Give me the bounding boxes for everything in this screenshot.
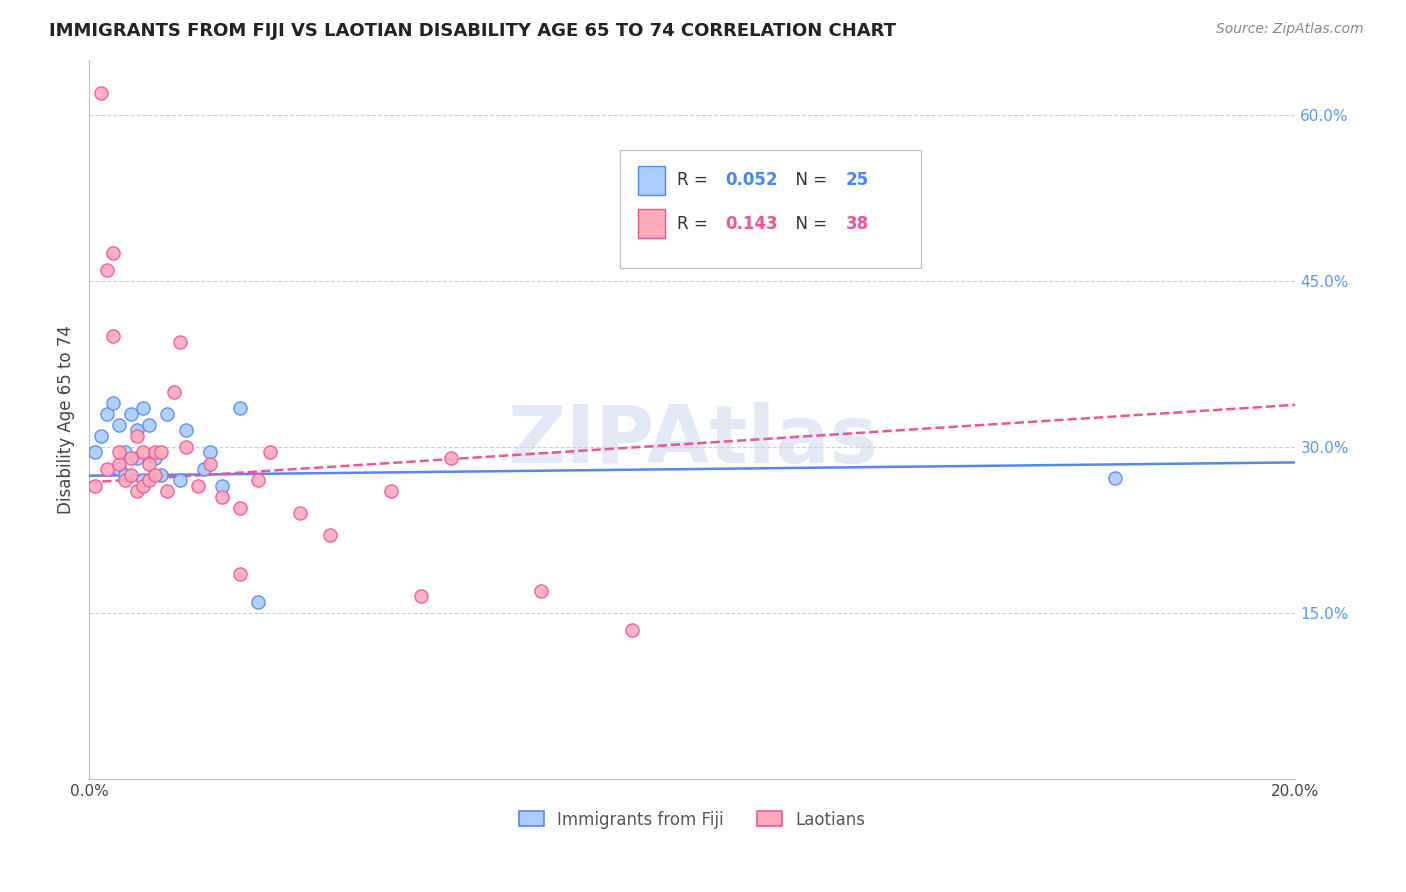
Point (440, 450, 463, 465)
Text: 0.052: 0.052 (725, 171, 778, 189)
Point (114, 473, 136, 487)
Text: 0.143: 0.143 (725, 215, 778, 233)
Point (409, 590, 432, 604)
Text: ZIPAtlas: ZIPAtlas (508, 401, 877, 480)
Point (246, 473, 269, 487)
Text: Source: ZipAtlas.com: Source: ZipAtlas.com (1216, 22, 1364, 37)
Point (108, 462, 131, 476)
Point (259, 445, 281, 459)
Point (169, 473, 191, 487)
Point (114, 445, 136, 459)
Text: R =: R = (676, 215, 713, 233)
Point (132, 478, 155, 492)
Point (132, 445, 155, 459)
Point (127, 423, 149, 437)
Point (84, 478, 107, 492)
Point (169, 334, 191, 349)
Point (198, 457, 221, 471)
Point (150, 445, 173, 459)
Point (211, 478, 233, 492)
Point (90, 86, 112, 100)
Point (120, 450, 142, 465)
Text: R =: R = (676, 171, 713, 189)
Point (96, 407, 118, 421)
Point (132, 473, 155, 487)
Point (150, 467, 173, 482)
Point (114, 467, 136, 482)
Point (174, 440, 197, 454)
Point (132, 401, 155, 416)
Point (1104, 471, 1126, 485)
Point (530, 583, 553, 598)
Legend: Immigrants from Fiji, Laotians: Immigrants from Fiji, Laotians (512, 804, 872, 835)
Point (174, 423, 197, 437)
Point (145, 450, 167, 465)
Point (127, 429, 149, 443)
Point (103, 329, 125, 343)
Point (145, 467, 167, 482)
Point (138, 473, 160, 487)
Text: N =: N = (785, 215, 832, 233)
Point (229, 567, 252, 582)
Point (145, 445, 167, 459)
Text: IMMIGRANTS FROM FIJI VS LAOTIAN DISABILITY AGE 65 TO 74 CORRELATION CHART: IMMIGRANTS FROM FIJI VS LAOTIAN DISABILI… (49, 22, 896, 40)
Point (84, 445, 107, 459)
Point (246, 595, 269, 609)
Point (138, 417, 160, 432)
Point (90, 429, 112, 443)
Point (380, 484, 402, 499)
Y-axis label: Disability Age 65 to 74: Disability Age 65 to 74 (58, 325, 75, 514)
Point (108, 445, 131, 459)
Point (319, 528, 342, 542)
Text: 38: 38 (845, 215, 869, 233)
FancyBboxPatch shape (620, 150, 921, 268)
Point (156, 407, 179, 421)
Point (96, 263, 118, 277)
Point (103, 395, 125, 409)
FancyBboxPatch shape (638, 210, 665, 238)
Point (108, 417, 131, 432)
Point (198, 445, 221, 459)
FancyBboxPatch shape (638, 166, 665, 194)
Point (127, 450, 149, 465)
Point (620, 623, 643, 637)
Point (108, 457, 131, 471)
Point (96, 462, 118, 476)
Point (120, 467, 142, 482)
Point (120, 407, 142, 421)
Point (162, 384, 184, 399)
Point (127, 484, 149, 499)
Point (229, 401, 252, 416)
Point (187, 478, 209, 492)
Point (156, 484, 179, 499)
Point (193, 462, 215, 476)
Point (229, 500, 252, 515)
Point (103, 246, 125, 260)
Point (138, 457, 160, 471)
Text: N =: N = (785, 171, 832, 189)
Point (290, 506, 312, 520)
Point (211, 490, 233, 504)
Text: 25: 25 (845, 171, 869, 189)
